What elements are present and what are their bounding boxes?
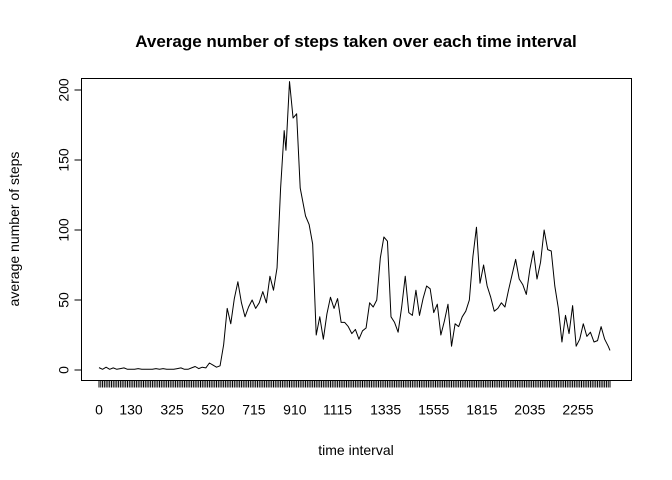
x-tick-label: 1815 <box>466 402 497 418</box>
y-tick-label: 200 <box>56 78 72 102</box>
x-tick-label: 1115 <box>323 402 352 418</box>
y-tick-label: 150 <box>56 148 72 172</box>
x-tick-label: 1555 <box>418 402 449 418</box>
x-axis-label: time interval <box>318 442 393 458</box>
x-tick-label: 325 <box>160 402 184 418</box>
y-axis-label: average number of steps <box>6 152 22 307</box>
y-tick-label: 100 <box>56 218 72 242</box>
y-axis: 0 50 100 150 200 <box>56 78 82 374</box>
x-tick-label: 520 <box>201 402 225 418</box>
x-tick-label: 2255 <box>562 402 593 418</box>
series-line-average-steps <box>98 81 611 370</box>
x-tick-label: 0 <box>95 402 103 418</box>
chart-title: Average number of steps taken over each … <box>135 32 577 51</box>
plot-area <box>81 78 632 381</box>
x-tick-label: 130 <box>119 402 143 418</box>
x-axis: 0 130 325 520 715 910 1115 1335 1555 1815 2035 2255 <box>95 380 611 418</box>
y-tick-label: 50 <box>56 292 72 308</box>
x-tick-label: 910 <box>283 402 307 418</box>
x-tick-label: 2035 <box>514 402 545 418</box>
y-tick-label: 0 <box>56 366 72 374</box>
x-tick-label: 1335 <box>370 402 401 418</box>
x-tick-label: 715 <box>242 402 266 418</box>
